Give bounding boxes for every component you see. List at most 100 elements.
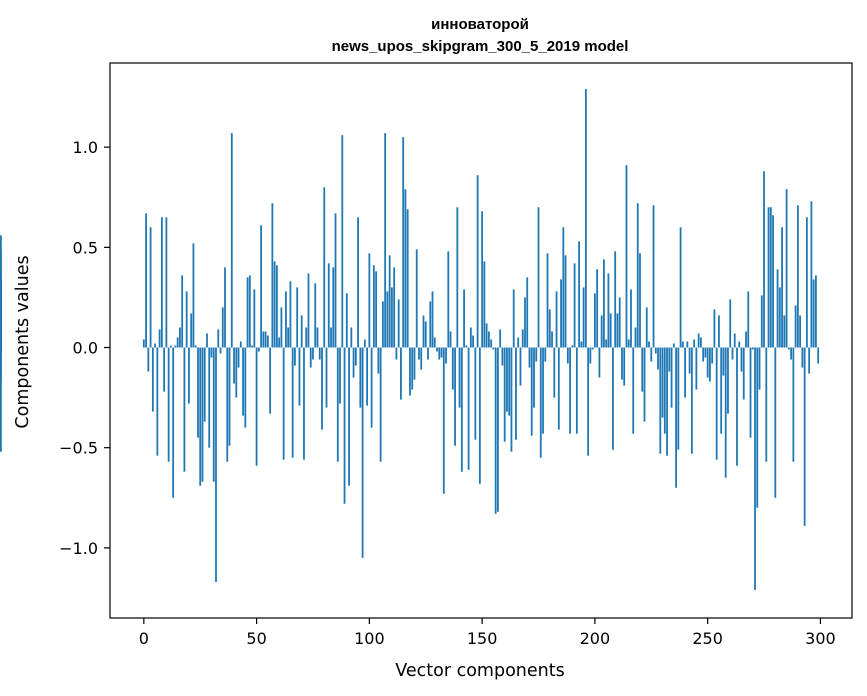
bar-273: [758, 347, 761, 390]
bar-209: [614, 251, 617, 348]
bar-15: [176, 337, 179, 348]
bar-99: [366, 347, 368, 406]
bar-117: [406, 209, 409, 348]
bar-150: [481, 211, 484, 348]
bar-206: [607, 273, 610, 348]
bar-281: [776, 269, 779, 348]
bar-136: [449, 331, 452, 348]
bar-96: [359, 347, 362, 408]
bar-108: [386, 291, 389, 348]
bar-179: [546, 253, 549, 348]
bar-24: [197, 347, 199, 438]
bar-243: [690, 347, 693, 454]
bar-245: [695, 347, 698, 390]
bar-undefined: [0, 283, 2, 348]
bar-124: [422, 315, 425, 348]
bar-180: [548, 309, 551, 348]
bar-213: [623, 347, 626, 386]
bar-294: [805, 217, 808, 348]
bar-288: [792, 347, 795, 462]
bar-286: [787, 347, 790, 350]
bar-130: [436, 347, 438, 352]
bar-236: [675, 347, 677, 488]
bar-87: [339, 347, 341, 404]
bar-95: [357, 217, 359, 348]
bar-35: [221, 307, 224, 348]
bar-60: [278, 337, 281, 348]
bar-226: [652, 205, 655, 348]
bar-211: [618, 297, 621, 348]
x-tick-label: 0: [139, 629, 149, 648]
bar-122: [418, 347, 420, 360]
bar-215: [627, 339, 630, 348]
bar-212: [621, 347, 623, 380]
bar-221: [641, 347, 644, 392]
bar-155: [492, 347, 495, 350]
bar-204: [603, 259, 605, 348]
bar-74: [309, 347, 312, 368]
bar-13: [172, 347, 175, 498]
bar-42: [237, 347, 240, 368]
bar-114: [400, 347, 402, 400]
bar-107: [384, 133, 387, 348]
bar-276: [765, 347, 768, 462]
bar-156: [494, 347, 497, 514]
bar-91: [348, 347, 350, 486]
bar-227: [654, 347, 657, 354]
y-axis-ticks: −1.0 −0.5 0.0 0.5 1.0: [59, 138, 110, 558]
bar-222: [643, 347, 646, 422]
bar-153: [487, 331, 490, 348]
y-tick-label: 1.0: [73, 138, 98, 157]
bar-98: [363, 339, 366, 348]
x-tick-label: 300: [805, 629, 836, 648]
bar-132: [440, 347, 443, 358]
bar-137: [451, 347, 454, 390]
bar-166: [517, 337, 520, 348]
bar-145: [469, 327, 472, 348]
bar-3: [149, 227, 152, 348]
bar-208: [612, 347, 614, 450]
bar-148: [476, 175, 479, 348]
bar-224: [648, 341, 650, 348]
bar-68: [296, 287, 299, 348]
bar-40: [233, 347, 235, 384]
bar-141: [460, 347, 463, 472]
bar-78: [318, 347, 321, 360]
bar-113: [397, 299, 400, 348]
y-tick-label: −1.0: [59, 539, 98, 558]
x-tick-label: 200: [580, 629, 611, 648]
bar-233: [668, 347, 671, 372]
bar-36: [224, 267, 226, 348]
bar-159: [501, 347, 504, 366]
bar-90: [345, 293, 348, 348]
bar-194: [580, 341, 583, 348]
bar-218: [634, 327, 637, 348]
bar-63: [285, 291, 287, 348]
bar-183: [555, 291, 558, 348]
bar-41: [235, 347, 238, 398]
bar-277: [767, 207, 770, 348]
bar-77: [316, 327, 319, 348]
bar-291: [799, 315, 802, 348]
bar-127: [429, 301, 432, 348]
bar-214: [625, 165, 628, 348]
bar-52: [260, 225, 262, 348]
bar-228: [657, 347, 659, 370]
bar-53: [262, 331, 265, 348]
bar-138: [454, 347, 456, 446]
bar-66: [291, 347, 294, 458]
bar-188: [566, 347, 569, 364]
bar-73: [307, 273, 310, 348]
bar-9: [163, 347, 166, 392]
bar-162: [508, 347, 511, 416]
bar-43: [239, 341, 242, 348]
bar-97: [361, 347, 364, 558]
bar-259: [727, 347, 729, 414]
bar-295: [808, 347, 811, 374]
y-tick-label: 0.0: [73, 339, 98, 358]
bar-278: [769, 207, 772, 348]
bar-175: [537, 207, 540, 348]
bar-14: [174, 345, 177, 348]
bar-109: [388, 255, 391, 348]
bar-112: [395, 347, 398, 360]
